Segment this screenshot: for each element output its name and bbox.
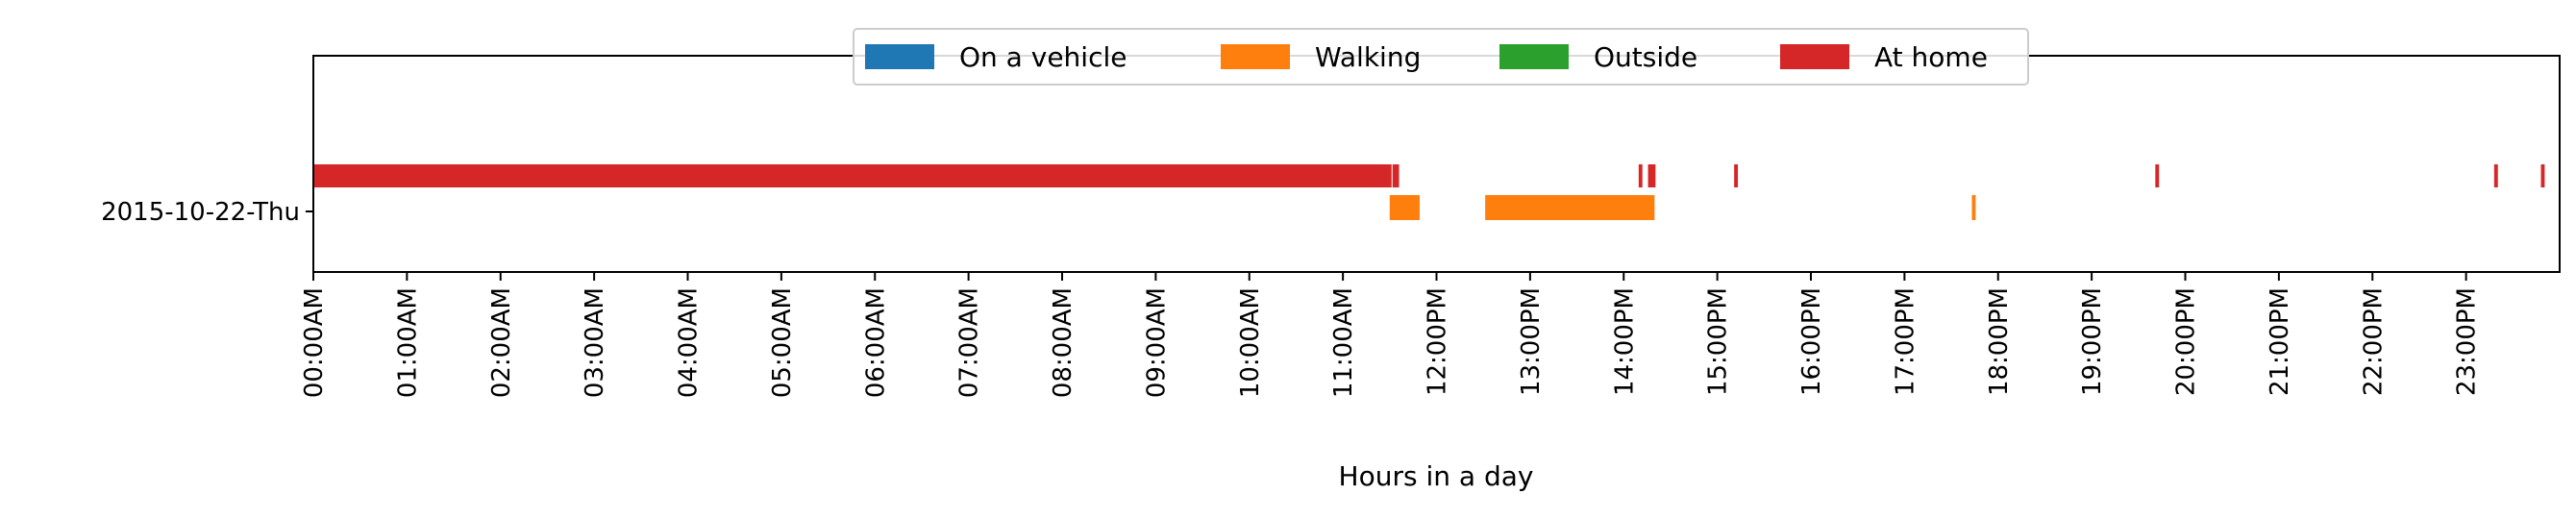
x-tick-label: 05:00AM (768, 287, 797, 398)
x-tick-label: 14:00PM (1610, 287, 1639, 396)
x-tick-label: 19:00PM (2078, 287, 2107, 396)
x-tick-label: 10:00AM (1236, 287, 1265, 398)
x-tick-label: 04:00AM (675, 287, 704, 398)
x-tick-label: 15:00PM (1704, 287, 1733, 396)
x-tick-label: 21:00PM (2266, 287, 2294, 396)
y-tick-label: 2015-10-22-Thu (101, 198, 300, 227)
bar-at-home-7 (2540, 164, 2545, 187)
y-axis: 2015-10-22-Thu (101, 198, 313, 227)
x-tick-label: 12:00PM (1424, 287, 1452, 396)
x-tick-label: 22:00PM (2359, 287, 2388, 396)
bar-at-home-2 (1638, 164, 1643, 187)
legend-label-on-a-vehicle: On a vehicle (959, 41, 1127, 73)
bar-at-home-6 (2493, 164, 2498, 187)
bar-at-home-5 (2155, 164, 2160, 187)
bar-walking-2 (1971, 195, 1976, 220)
legend-swatch-at-home (1780, 44, 1849, 69)
x-tick-label: 09:00AM (1142, 287, 1171, 398)
x-tick-label: 08:00AM (1049, 287, 1077, 398)
x-axis-label: Hours in a day (1339, 460, 1534, 492)
x-tick-label: 02:00AM (487, 287, 516, 398)
legend-label-outside: Outside (1594, 41, 1697, 73)
bar-at-home-3 (1647, 164, 1656, 187)
legend-label-at-home: At home (1874, 41, 1988, 73)
x-tick-label: 13:00PM (1517, 287, 1546, 396)
x-tick-label: 17:00PM (1891, 287, 1920, 396)
activity-bars (313, 164, 2545, 220)
x-tick-label: 20:00PM (2172, 287, 2201, 396)
bar-at-home-1 (1392, 164, 1399, 187)
x-tick-label: 03:00AM (581, 287, 609, 398)
legend: On a vehicle Walking Outside At home (853, 28, 2029, 86)
bar-walking-0 (1389, 195, 1420, 220)
x-tick-label: 16:00PM (1797, 287, 1826, 396)
bar-walking-1 (1485, 195, 1655, 220)
x-tick-label: 01:00AM (393, 287, 422, 398)
plot-frame (312, 55, 2561, 273)
x-tick-label: 06:00AM (861, 287, 890, 398)
x-axis: 00:00AM 01:00AM 02:00AM 03:00AM 04:00AM 05:00… (300, 272, 2482, 398)
legend-box (853, 28, 2029, 86)
bar-at-home-4 (1734, 164, 1739, 187)
x-tick-label: 11:00AM (1329, 287, 1358, 398)
bar-at-home-0 (313, 164, 1392, 187)
x-tick-label: 00:00AM (300, 287, 329, 398)
legend-swatch-walking (1221, 44, 1290, 69)
legend-swatch-outside (1499, 44, 1569, 69)
legend-label-walking: Walking (1315, 41, 1421, 73)
x-tick-label: 07:00AM (955, 287, 984, 398)
x-tick-label: 23:00PM (2453, 287, 2482, 396)
x-tick-label: 18:00PM (1985, 287, 2014, 396)
legend-swatch-on-a-vehicle (865, 44, 934, 69)
